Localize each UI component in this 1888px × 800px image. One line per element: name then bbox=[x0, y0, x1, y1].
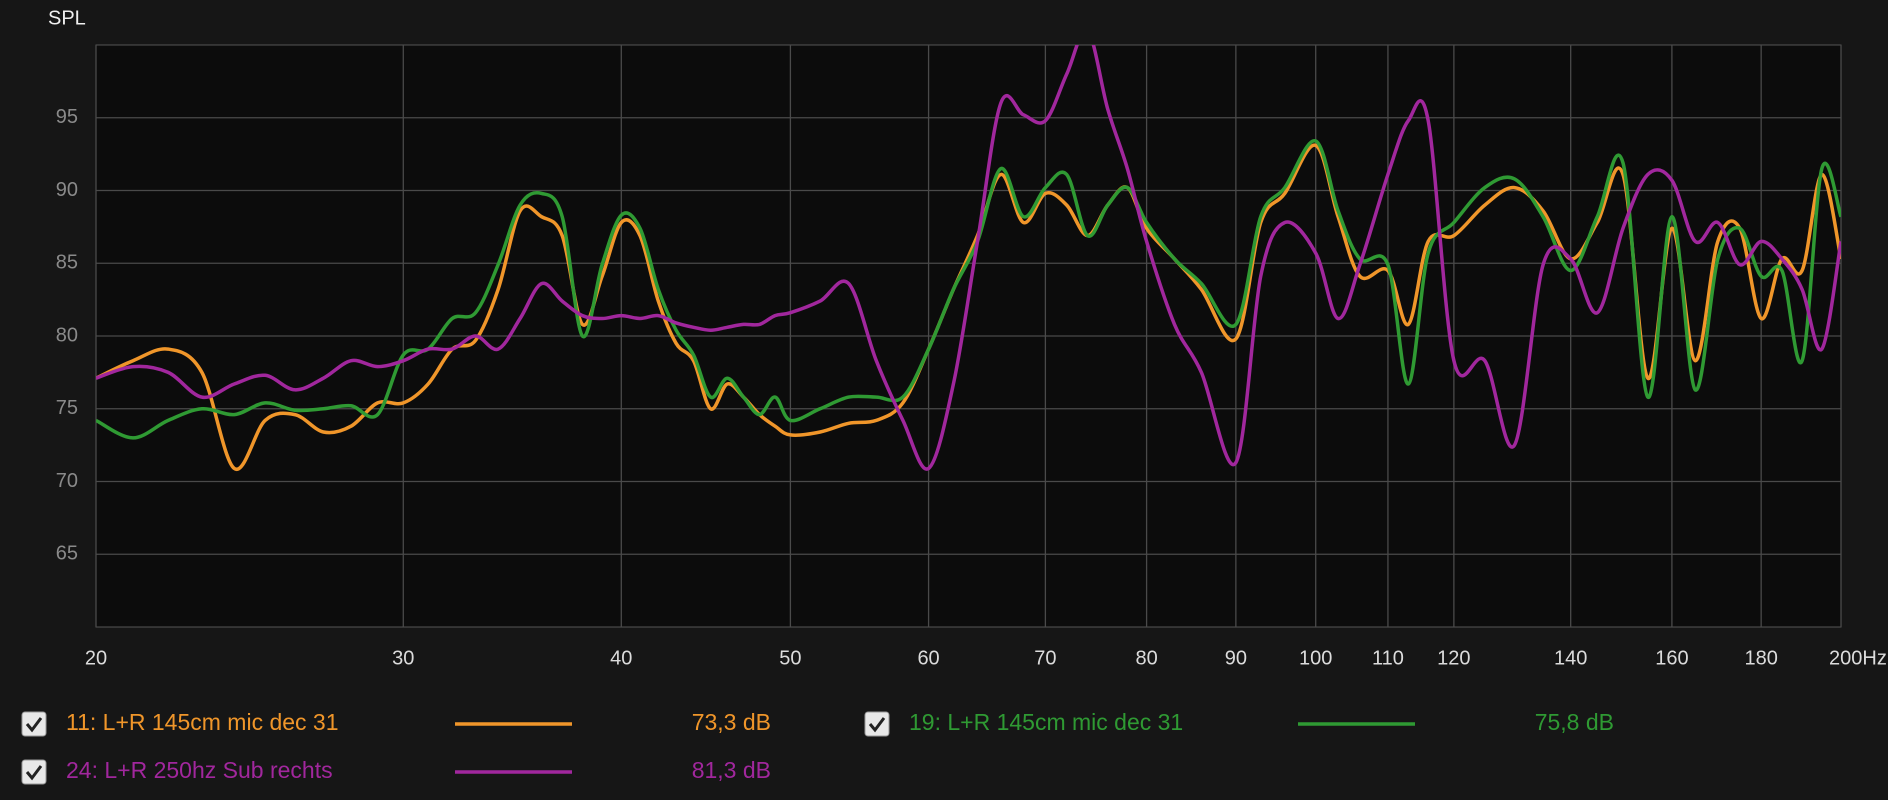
y-tick-label: 65 bbox=[56, 543, 78, 565]
series-line bbox=[96, 139, 1841, 440]
x-tick-label: 20 bbox=[85, 647, 107, 669]
x-tick-label: 110 bbox=[1372, 647, 1404, 669]
checkbox-check bbox=[25, 717, 43, 733]
y-axis-label: SPL bbox=[48, 7, 86, 29]
series-line bbox=[96, 143, 1841, 471]
legend-label: 19: L+R 145cm mic dec 31 bbox=[909, 709, 1183, 735]
checkbox-box bbox=[864, 711, 890, 737]
x-tick-label: 80 bbox=[1135, 647, 1157, 669]
checkbox-box bbox=[21, 711, 47, 737]
y-tick-label: 95 bbox=[56, 106, 78, 128]
legend-checkbox[interactable] bbox=[864, 711, 890, 737]
legend-item: 19: L+R 145cm mic dec 31 75,8 dB bbox=[864, 709, 1614, 737]
checkbox-check bbox=[868, 717, 886, 733]
y-tick-label: 70 bbox=[56, 470, 78, 492]
x-tick-label: 180 bbox=[1744, 647, 1777, 669]
x-tick-label: 140 bbox=[1554, 647, 1587, 669]
checkbox-check bbox=[25, 765, 43, 781]
y-tick-label: 80 bbox=[56, 324, 78, 346]
x-tick-label: 160 bbox=[1655, 647, 1688, 669]
x-tick-label: 60 bbox=[917, 647, 939, 669]
checkbox-box bbox=[21, 759, 47, 785]
legend-item: 24: L+R 250hz Sub rechts 81,3 dB bbox=[21, 757, 771, 785]
x-tick-label: 120 bbox=[1437, 647, 1470, 669]
x-tick-label: 70 bbox=[1034, 647, 1056, 669]
legend-item: 11: L+R 145cm mic dec 31 73,3 dB bbox=[21, 709, 771, 737]
x-tick-label: 30 bbox=[392, 647, 414, 669]
x-tick-label: 100 bbox=[1299, 647, 1332, 669]
legend-reading: 81,3 dB bbox=[692, 757, 771, 783]
x-tick-label: 200Hz bbox=[1829, 647, 1887, 669]
plot-lines bbox=[96, 45, 1841, 471]
legend-checkbox[interactable] bbox=[21, 711, 47, 737]
x-tick-label: 40 bbox=[610, 647, 632, 669]
y-tick-label: 90 bbox=[56, 179, 78, 201]
y-tick-label: 85 bbox=[56, 252, 78, 274]
x-tick-label: 50 bbox=[779, 647, 801, 669]
legend-checkbox[interactable] bbox=[21, 759, 47, 785]
x-tick-label: 90 bbox=[1225, 647, 1247, 669]
legend-reading: 75,8 dB bbox=[1535, 709, 1614, 735]
y-tick-label: 75 bbox=[56, 397, 78, 419]
series-line bbox=[96, 45, 1841, 471]
legend-label: 24: L+R 250hz Sub rechts bbox=[66, 757, 333, 783]
legend-label: 11: L+R 145cm mic dec 31 bbox=[66, 709, 339, 735]
legend-reading: 73,3 dB bbox=[692, 709, 771, 735]
